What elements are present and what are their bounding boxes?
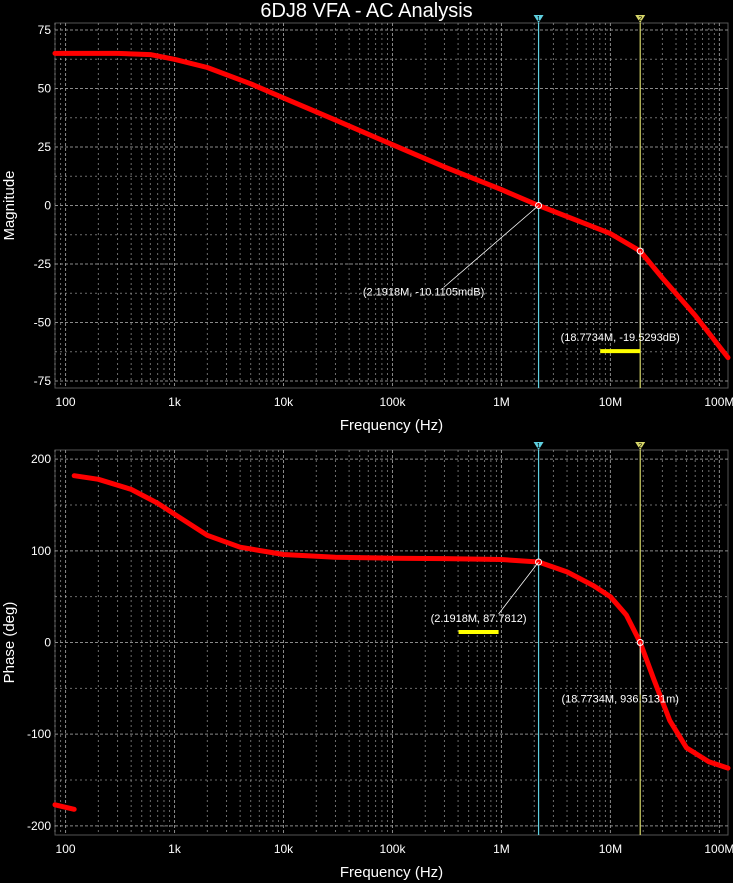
y-tick-label: 200	[31, 452, 51, 466]
cursor-marker-label: 2	[638, 443, 642, 450]
cursor-marker-label: 1	[537, 16, 541, 23]
x-tick-label: 10M	[599, 842, 622, 856]
y-axis-label: Phase (deg)	[1, 602, 18, 684]
x-tick-label: 100M	[704, 395, 733, 409]
cursor-marker-2	[635, 442, 646, 450]
y-tick-label: 75	[38, 23, 52, 37]
y-tick-label: -25	[34, 257, 52, 271]
annotation-point	[636, 639, 644, 646]
x-tick-label: 100k	[379, 395, 406, 409]
annotation-label: (18.7734M, 936.5131m)	[561, 694, 678, 706]
chart-title: 6DJ8 VFA - AC Analysis	[260, 0, 473, 22]
x-tick-label: 100	[56, 395, 76, 409]
annotation-point	[535, 202, 543, 209]
magnitude-plot[interactable]: 100 1k 10k 100k 1M 10M 100M 75 50 25 0 -25 -50 -75 Fre…	[0, 0, 733, 440]
annotation-point	[535, 558, 543, 566]
y-tick-label: 0	[44, 636, 51, 650]
cursor-marker-1	[533, 442, 544, 450]
x-tick-label: 10M	[599, 395, 622, 409]
x-tick-label: 10k	[274, 842, 294, 856]
annotation-point	[636, 247, 644, 255]
x-tick-label: 1M	[493, 842, 510, 856]
y-axis-label: Magnitude	[1, 170, 18, 240]
x-axis-label: Frequency (Hz)	[340, 417, 443, 434]
cursor-marker-label: 2	[638, 16, 642, 23]
y-tick-label: 50	[38, 82, 52, 96]
y-tick-label: -200	[27, 819, 51, 833]
series-line-1	[71, 473, 731, 771]
annotation-leader	[443, 205, 539, 288]
x-tick-label: 100M	[704, 842, 733, 856]
annotation-label: (2.1918M, -10.1105mdB)	[363, 287, 484, 299]
annotation-leader	[498, 561, 539, 615]
series-line-1	[52, 50, 731, 361]
y-tick-label: -75	[34, 374, 52, 388]
x-tick-label: 1M	[493, 395, 510, 409]
cursor-marker-label: 1	[537, 443, 541, 450]
x-tick-label: 1k	[168, 842, 182, 856]
cursor-marker-2	[635, 15, 646, 23]
x-tick-label: 100	[56, 842, 76, 856]
y-tick-label: 0	[44, 199, 51, 213]
annotation-label: (18.7734M, -19.5293dB)	[561, 332, 680, 344]
y-tick-label: 25	[38, 140, 52, 154]
x-tick-label: 10k	[274, 395, 294, 409]
x-tick-label: 1k	[168, 395, 182, 409]
y-tick-label: 100	[31, 544, 51, 558]
series-line-2	[52, 802, 77, 812]
cursor-marker-1	[533, 15, 544, 23]
y-tick-label: -100	[27, 727, 51, 741]
x-axis-label: Frequency (Hz)	[340, 864, 443, 881]
phase-plot[interactable]: 100 1k 10k 100k 1M 10M 100M 200 100 0 -100 -200 Freq…	[0, 440, 733, 883]
x-tick-label: 100k	[379, 842, 406, 856]
annotation-label: (2.1918M, 87.7812)	[431, 613, 527, 625]
y-tick-label: -50	[34, 315, 52, 329]
